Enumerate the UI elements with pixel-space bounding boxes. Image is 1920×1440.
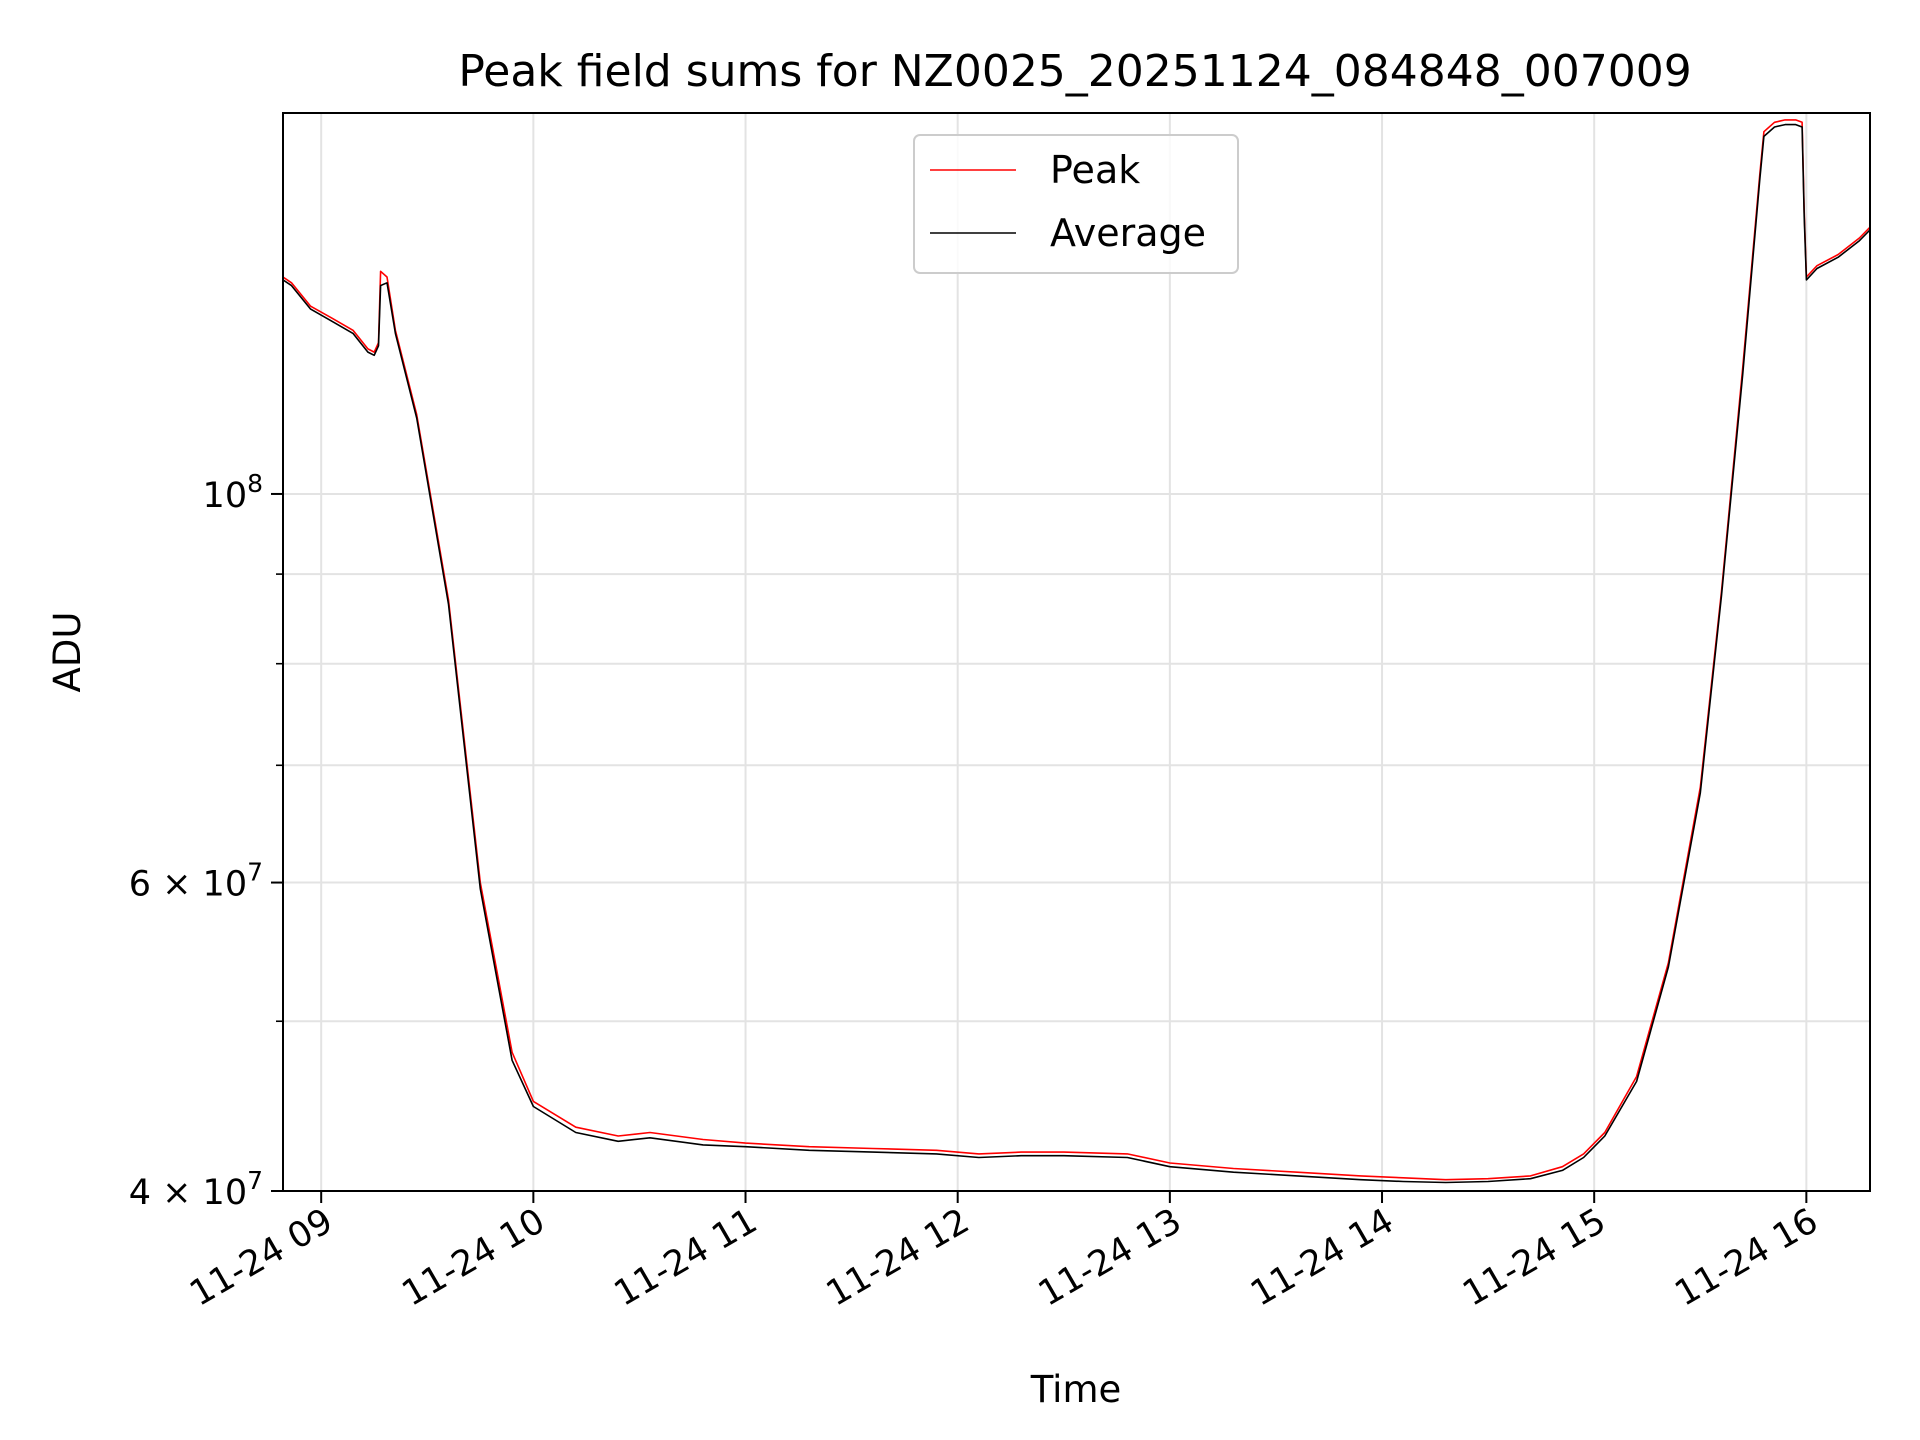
legend-peak-label: Peak	[1050, 148, 1140, 192]
plot-frame	[282, 112, 1871, 1192]
legend-average-label: Average	[1050, 211, 1206, 255]
x-axis-label: Time	[1030, 1368, 1122, 1411]
series-line-peak	[283, 119, 1870, 1181]
series-line-average	[283, 123, 1870, 1184]
legend: Peak Average	[913, 134, 1239, 274]
y-tick-label: 108	[203, 469, 263, 516]
y-tick-label: 6 × 107	[129, 858, 263, 905]
y-axis-ticks: 4 × 107 6 × 107 108	[129, 469, 283, 1213]
chart-title: Peak field sums for NZ0025_20251124_0848…	[458, 46, 1691, 97]
y-axis-label: ADU	[46, 612, 89, 693]
series-layer	[283, 119, 1870, 1184]
y-tick-label: 4 × 107	[129, 1166, 263, 1213]
